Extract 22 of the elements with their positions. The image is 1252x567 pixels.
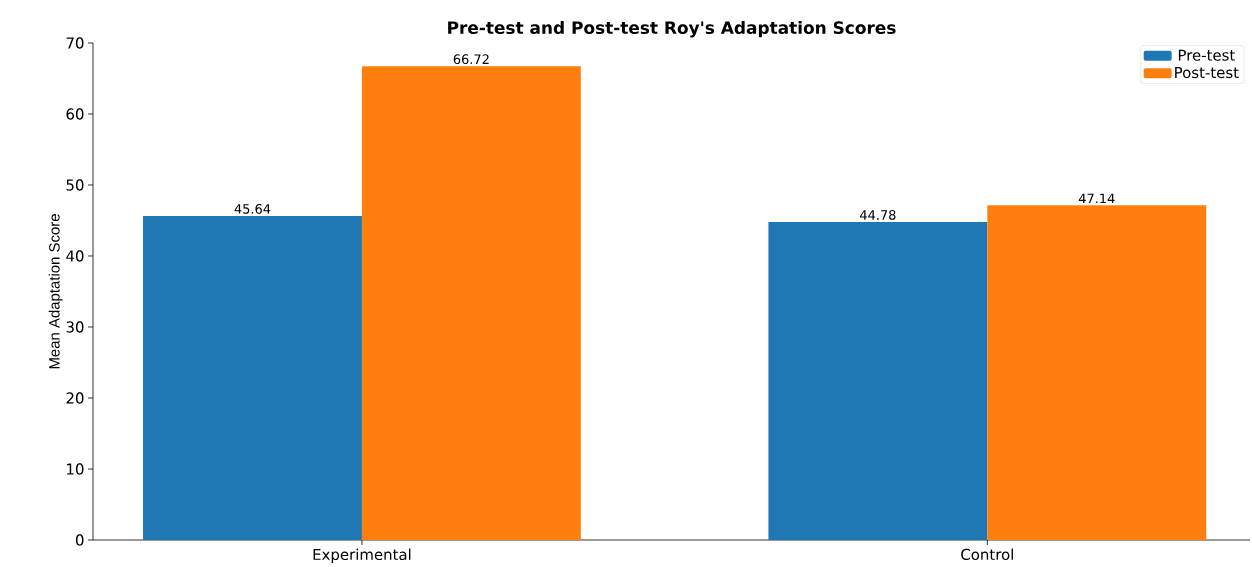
y-tick-label: 50 [66,179,84,191]
x-tick-label: Control [961,548,1013,561]
y-tick-label: 60 [66,108,84,120]
data-label: 47.14 [1078,193,1115,204]
data-label: 44.78 [859,210,896,220]
data-label: 66.72 [453,54,489,65]
x-tick-label: Experimental [313,548,411,563]
y-tick-label: 0 [75,534,84,546]
bar [987,205,1207,540]
data-label: 45.64 [234,203,271,214]
bar [143,215,362,540]
y-axis-title: Mean Adaptation Score [48,214,63,369]
y-tick-label: 70 [66,37,84,49]
y-tick-label: 30 [66,321,84,333]
y-tick-label: 40 [66,250,84,262]
legend-label: Pre-test [1178,49,1235,61]
y-tick-label: 10 [67,463,84,475]
legend-label: Post-test [1175,67,1239,79]
chart-title: Pre-test and Post-test Roy's Adaptation Scores [448,20,896,38]
y-tick-label: 20 [66,392,84,404]
bar [361,66,581,540]
bar [768,222,988,540]
